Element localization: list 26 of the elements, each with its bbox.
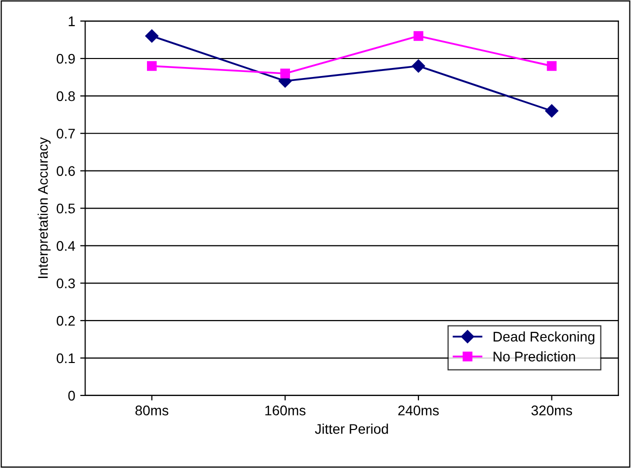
legend-label: No Prediction [494, 351, 576, 362]
y-tick-label: 0.9 [56, 54, 75, 64]
point [414, 31, 424, 41]
y-tick-label: 0.4 [56, 241, 76, 251]
legend-label: Dead Reckoning [494, 331, 594, 344]
point [146, 61, 157, 71]
y-tick-label: 0.7 [56, 128, 75, 139]
x-axis-title: Jitter Period [314, 424, 388, 434]
x-tick-label: 320ms [531, 406, 572, 416]
y-tick-label: 0.3 [56, 278, 75, 288]
y-tick-label: 0 [68, 390, 75, 401]
point [546, 61, 557, 71]
y-tick-label: 0.5 [56, 204, 75, 214]
point [412, 59, 426, 73]
y-tick-label: 0.6 [56, 166, 75, 176]
y-tick-label: 1 [68, 16, 75, 26]
x-tick-label: 80ms [135, 406, 168, 416]
y-tick-label: 0.8 [56, 91, 75, 102]
point [545, 104, 558, 118]
point [280, 68, 290, 78]
y-axis-title: Interpretation Accuracy [38, 137, 51, 278]
y-tick-label: 0.2 [56, 316, 75, 326]
y-tick-label: 0.1 [56, 353, 75, 364]
x-tick-label: 160ms [265, 406, 306, 416]
point [145, 29, 158, 43]
x-tick-label: 240ms [398, 406, 439, 416]
